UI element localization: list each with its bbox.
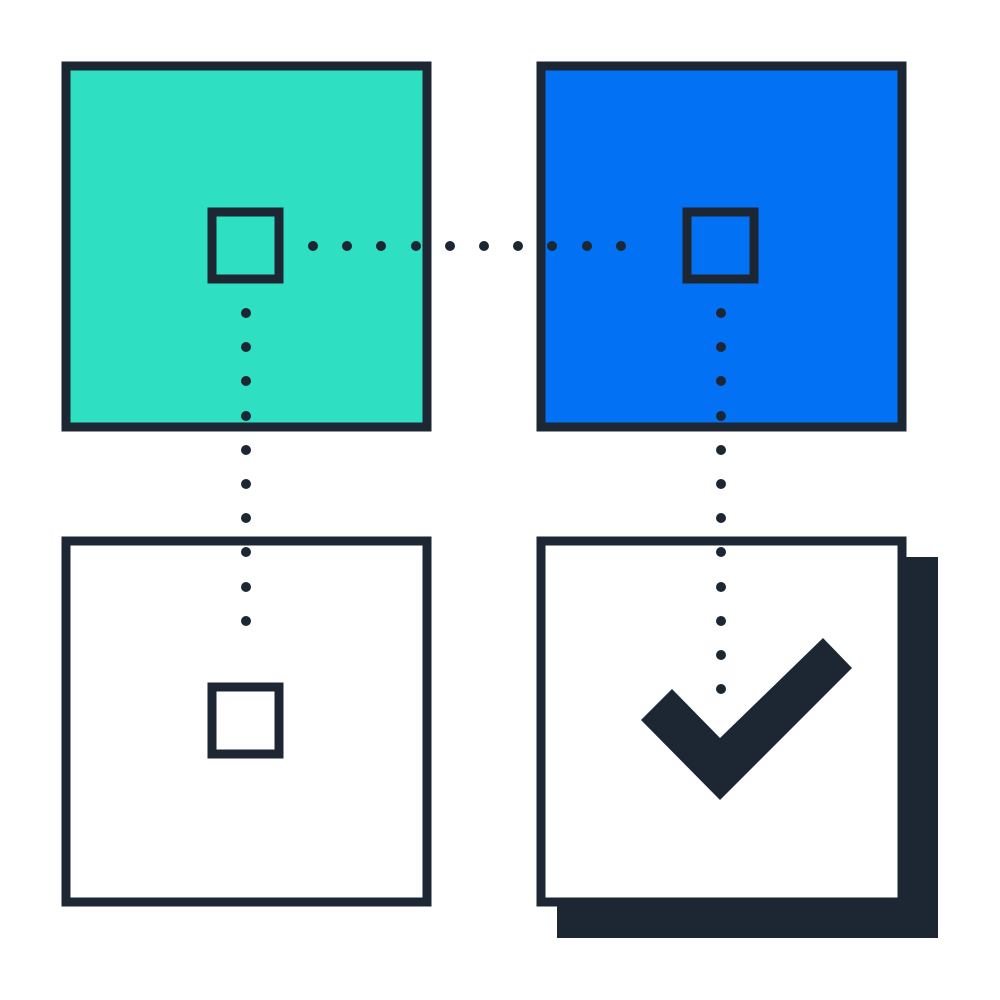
connector-dot	[241, 376, 251, 386]
connector-dot	[616, 241, 626, 251]
connector-dot	[716, 342, 726, 352]
connector-dot	[376, 241, 386, 251]
connector-dot	[308, 241, 318, 251]
node-square-blue	[682, 207, 759, 284]
connector-dot	[716, 684, 726, 694]
connector-dot	[716, 616, 726, 626]
node-square-teal	[207, 207, 284, 284]
connector-dot	[716, 445, 726, 455]
connector-dot	[241, 342, 251, 352]
connector-dot	[716, 650, 726, 660]
connector-dot	[241, 445, 251, 455]
tile-white-bottom-left	[61, 536, 432, 907]
connector-dot	[716, 308, 726, 318]
tile-white-bottom-right-checked	[536, 536, 907, 907]
connector-dot	[716, 547, 726, 557]
connector-teal-to-blue	[308, 241, 626, 251]
connector-dot	[716, 376, 726, 386]
connector-dot	[445, 241, 455, 251]
connector-blue-to-check	[716, 308, 726, 694]
connector-dot	[241, 547, 251, 557]
connector-dot	[716, 411, 726, 421]
tile-teal-top-left	[61, 61, 432, 432]
connector-dot	[716, 513, 726, 523]
connector-dot	[241, 513, 251, 523]
checkmark-icon	[641, 638, 852, 800]
connector-dot	[479, 241, 489, 251]
connector-dot	[241, 582, 251, 592]
connector-dot	[513, 241, 523, 251]
connector-dot	[241, 616, 251, 626]
connector-dot	[241, 411, 251, 421]
connector-dot	[547, 241, 557, 251]
connector-dot	[582, 241, 592, 251]
tile-blue-top-right	[536, 61, 907, 432]
connector-dot	[716, 479, 726, 489]
connector-dot	[241, 479, 251, 489]
node-square-bottom-left	[207, 682, 284, 759]
connector-dot	[716, 582, 726, 592]
connector-teal-to-bottom-left	[241, 308, 251, 626]
connector-dot	[241, 308, 251, 318]
connector-dot	[411, 241, 421, 251]
connector-dot	[342, 241, 352, 251]
